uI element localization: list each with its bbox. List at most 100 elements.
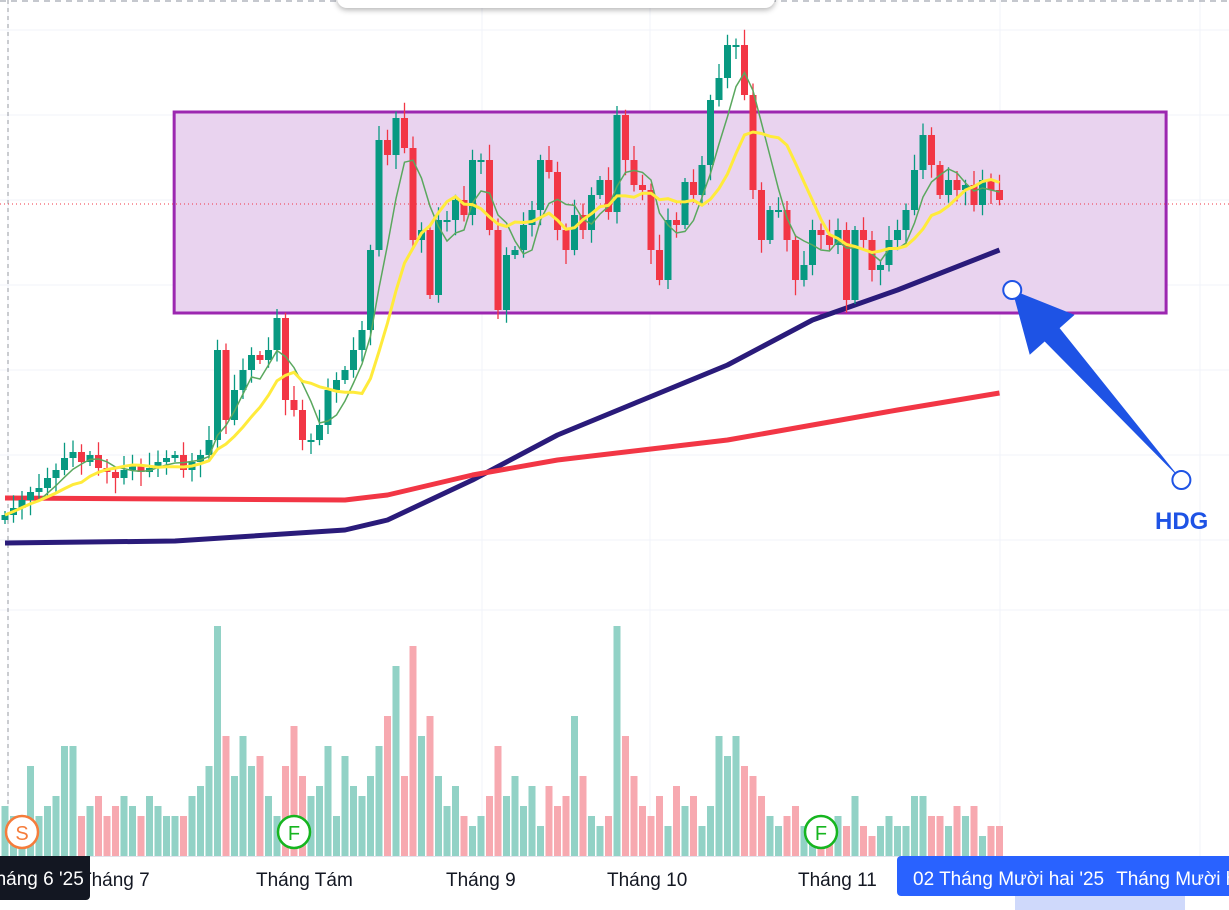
candle: [945, 167, 952, 203]
candle-body: [698, 165, 706, 195]
moving-average-line: [4, 71, 1000, 516]
candle: [137, 458, 145, 486]
candle: [690, 169, 697, 203]
volume-bar: [741, 766, 748, 856]
candle-body: [341, 370, 349, 380]
candle-body: [358, 330, 366, 350]
volume-bar: [307, 796, 315, 856]
candle-body: [681, 182, 689, 225]
volume-bar: [299, 776, 306, 856]
volume-bar: [885, 816, 893, 856]
volume-bar: [715, 736, 723, 856]
candle-body: [256, 355, 264, 360]
volume-bar: [537, 826, 544, 856]
x-axis-selection-range: [1015, 896, 1185, 910]
volume-bar: [758, 796, 765, 856]
event-marker-f: F: [803, 814, 839, 850]
candle: [622, 109, 629, 176]
volume-bar: [392, 666, 400, 856]
volume-bar: [171, 816, 179, 856]
volume-bar: [605, 816, 612, 856]
candle: [426, 226, 434, 299]
volume-bar: [775, 826, 782, 856]
candle-body: [494, 230, 502, 310]
x-tick-label: Tháng 7: [80, 870, 150, 891]
volume-bar: [341, 756, 349, 856]
event-marker-circle: [803, 814, 839, 850]
candle-body: [316, 425, 323, 440]
candle: [129, 454, 136, 481]
candle-body: [571, 215, 578, 250]
volume-bar: [571, 716, 578, 856]
volume-bar: [936, 816, 944, 856]
volume-bar: [656, 796, 663, 856]
volume-bar: [945, 826, 952, 856]
candle-body: [877, 265, 884, 270]
volume-bar: [426, 716, 434, 856]
moving-average-line: [4, 247, 1001, 546]
candle: [996, 174, 1003, 206]
candle: [800, 251, 808, 287]
candle-body: [214, 350, 221, 440]
candle-body: [562, 230, 570, 250]
volume-bar: [528, 786, 536, 856]
arrow-handle-end: [1002, 280, 1023, 300]
candle-body: [367, 250, 374, 330]
candle-body: [945, 180, 952, 195]
volume-bar: [902, 826, 910, 856]
x-axis-current-label: Tháng 6 '25: [0, 856, 90, 900]
event-marker-circle: [4, 814, 40, 850]
x-tick-label: Tháng 9: [446, 870, 516, 891]
volume-bar: [350, 786, 357, 856]
volume-bar: [146, 796, 153, 856]
candle-body: [205, 440, 213, 455]
volume-bar: [333, 816, 340, 856]
volume-bar: [894, 826, 901, 856]
candle: [384, 129, 391, 166]
candle: [154, 450, 162, 477]
candle: [605, 167, 612, 220]
candle: [520, 212, 527, 258]
volume-bar: [214, 626, 221, 856]
candle: [596, 176, 604, 199]
volume-bar: [120, 796, 128, 856]
arrow-annotation-label: HDG: [1155, 508, 1209, 535]
candle: [732, 38, 740, 59]
candle: [358, 321, 366, 362]
candle: [120, 456, 128, 485]
volume-bar: [418, 736, 425, 856]
candle: [664, 208, 672, 289]
candle: [401, 102, 408, 154]
candle: [239, 358, 247, 399]
volume-bar: [35, 816, 43, 856]
candle: [809, 219, 816, 276]
candle: [681, 178, 689, 229]
candle-body: [452, 200, 459, 220]
candle-body: [350, 350, 357, 370]
candle-body: [962, 185, 969, 190]
candle: [86, 451, 94, 466]
candle-body: [469, 160, 476, 215]
candle-body: [630, 160, 638, 185]
volume-bar: [44, 806, 51, 856]
candle: [613, 106, 621, 224]
candle-body: [426, 230, 434, 295]
candle: [919, 123, 927, 179]
event-marker-circle: [276, 814, 312, 850]
candle-body: [35, 488, 43, 492]
candle: [341, 366, 349, 384]
volume-bar: [613, 626, 621, 856]
candle-body: [239, 370, 247, 390]
candle: [78, 444, 85, 475]
candle: [928, 127, 935, 178]
candle: [545, 146, 553, 179]
candle: [282, 312, 289, 416]
volume-bar: [724, 756, 731, 856]
volume-bar: [970, 806, 978, 856]
volume-bar: [52, 796, 60, 856]
volume-bar: [358, 796, 366, 856]
candle: [333, 372, 340, 403]
candle: [775, 197, 782, 218]
